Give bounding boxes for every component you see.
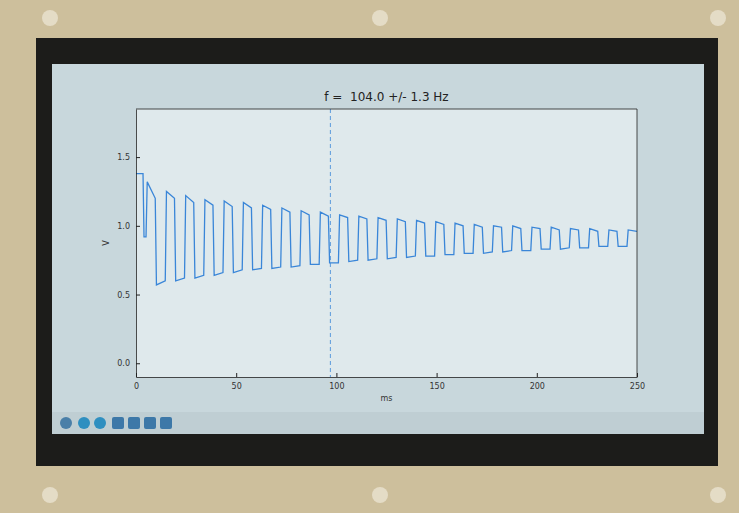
- axis-line: [137, 377, 638, 378]
- tick-label: 100: [329, 382, 344, 391]
- plot-background: [136, 109, 637, 377]
- tick-mark: [537, 373, 538, 377]
- tick: 200: [530, 373, 545, 391]
- tick: 0.5: [117, 291, 140, 300]
- tick: 1.5: [117, 153, 140, 162]
- screen-border: [36, 38, 718, 466]
- tick-label: 250: [630, 382, 645, 391]
- y-axis: 0.0 0.5 1.0 1.5: [117, 110, 140, 378]
- tick-label: 50: [232, 382, 242, 391]
- tick-mark: [136, 363, 140, 364]
- tick: 50: [232, 373, 242, 391]
- y-axis-title: V: [102, 240, 111, 246]
- screw: [372, 487, 388, 503]
- tick-label: 200: [530, 382, 545, 391]
- frame-top: [136, 109, 637, 110]
- tick-mark: [637, 373, 638, 377]
- toolbar-button[interactable]: [60, 417, 72, 429]
- chart-root: 0 50 100 150 200 250 0.0 0.5 1.0 1.5 f = 104.0 +/-…: [0, 0, 739, 513]
- screw: [710, 487, 726, 503]
- screw: [710, 10, 726, 26]
- tick-mark: [437, 373, 438, 377]
- tick-mark: [136, 295, 140, 296]
- screw: [372, 10, 388, 26]
- tick: 250: [630, 373, 645, 391]
- data-line: [136, 174, 637, 285]
- screen: [52, 64, 704, 434]
- screw: [42, 487, 58, 503]
- tick-mark: [236, 373, 237, 377]
- chart-title: f = 104.0 +/- 1.3 Hz: [324, 90, 448, 104]
- toolbar-button[interactable]: [160, 417, 172, 429]
- tick-label: 1.0: [117, 222, 130, 231]
- tick-label: 150: [429, 382, 444, 391]
- screw: [42, 10, 58, 26]
- tick: 100: [329, 373, 344, 391]
- tick-label: 0: [134, 382, 139, 391]
- frame-right: [637, 109, 638, 377]
- axis-line: [136, 110, 137, 378]
- tick-label: 1.5: [117, 153, 130, 162]
- tick-label: 0.5: [117, 291, 130, 300]
- tick-mark: [336, 373, 337, 377]
- bezel: [0, 0, 739, 513]
- vertical-marker: [330, 109, 331, 377]
- x-axis: 0 50 100 150 200 250: [134, 373, 645, 391]
- toolbar-button[interactable]: [128, 417, 140, 429]
- tick: 0.0: [117, 359, 140, 368]
- toolbar: [52, 412, 704, 434]
- toolbar-button[interactable]: [144, 417, 156, 429]
- plot-marks: [136, 109, 637, 377]
- tick: 1.0: [117, 222, 140, 231]
- tick: 150: [429, 373, 444, 391]
- toolbar-button[interactable]: [78, 417, 90, 429]
- toolbar-button[interactable]: [94, 417, 106, 429]
- tick-mark: [136, 157, 140, 158]
- tick-label: 0.0: [117, 359, 130, 368]
- x-axis-title: ms: [381, 394, 393, 403]
- toolbar-button[interactable]: [112, 417, 124, 429]
- tick-mark: [136, 226, 140, 227]
